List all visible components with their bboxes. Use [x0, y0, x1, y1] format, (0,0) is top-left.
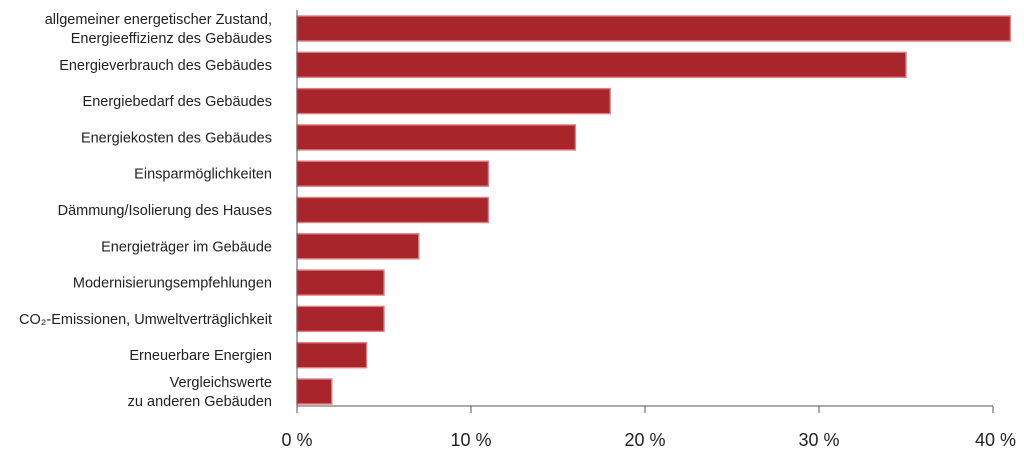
category-label-8: CO₂-Emissionen, Umweltverträglichkeit — [19, 312, 272, 328]
bar-2 — [296, 87, 611, 115]
category-label-1: Energieverbrauch des Gebäudes — [59, 58, 272, 74]
category-label-0: allgemeiner energetischer Zustand, Energi… — [45, 12, 272, 47]
category-labels: allgemeiner energetischer Zustand, Energi… — [19, 12, 272, 410]
bars-group — [296, 15, 1012, 405]
category-label-7: Modernisierungsempfehlungen — [73, 276, 272, 292]
bar-7 — [296, 269, 385, 296]
x-tick-label-0: 0 % — [281, 430, 312, 450]
x-tick-label-3: 30 % — [798, 430, 839, 450]
bar-10 — [296, 378, 333, 405]
bar-8 — [296, 305, 385, 333]
x-tick-label-4: 40 % — [975, 430, 1016, 450]
category-label-5: Dämmung/Isolierung des Hauses — [58, 203, 272, 219]
x-tick-label-1: 10 % — [450, 430, 491, 450]
category-label-4: Einsparmöglichkeiten — [134, 167, 272, 183]
bar-5 — [296, 196, 490, 224]
bar-3 — [296, 124, 577, 151]
bar-1 — [296, 51, 907, 78]
bar-4 — [296, 160, 490, 187]
bar-0 — [296, 15, 1012, 42]
category-label-3: Energiekosten des Gebäudes — [81, 130, 272, 146]
x-tick-label-2: 20 % — [624, 430, 665, 450]
category-label-2: Energiebedarf des Gebäudes — [83, 94, 272, 110]
x-axis: 0 % 10 % 20 % 30 % 40 % — [281, 10, 1016, 450]
category-label-6: Energieträger im Gebäude — [101, 239, 272, 255]
bar-9 — [296, 342, 368, 369]
bar-6 — [296, 233, 420, 260]
category-label-10: Vergleichswerte zu anderen Gebäuden — [128, 375, 272, 410]
category-label-9: Erneuerbare Energien — [129, 348, 272, 364]
